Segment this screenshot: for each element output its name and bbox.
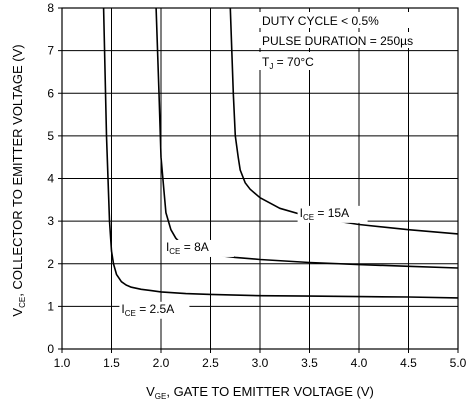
- condition-bg: [259, 32, 419, 48]
- x-tick-label: 5.0: [450, 356, 467, 370]
- x-tick-label: 4.0: [351, 356, 368, 370]
- x-tick-label: 3.5: [301, 356, 318, 370]
- series-line-2: [229, 7, 459, 235]
- x-axis-title: VGE, GATE TO EMITTER VOLTAGE (V): [146, 384, 374, 401]
- series-line-0: [102, 7, 459, 299]
- y-tick-label: 4: [47, 172, 54, 186]
- y-tick-label: 3: [47, 214, 54, 228]
- series-label-bg: [297, 205, 368, 223]
- x-tick-label: 3.0: [252, 356, 269, 370]
- condition-pulse-duration: PULSE DURATION = 250µs: [262, 34, 413, 48]
- x-tick-label: 1.0: [54, 356, 71, 370]
- y-tick-label: 6: [47, 86, 54, 100]
- condition-temperature: TJ = 70°C: [262, 55, 314, 71]
- series-label-0: ICE = 2.5A: [121, 302, 174, 318]
- series-label-2: ICE = 15A: [300, 206, 350, 222]
- y-tick-label: 7: [47, 44, 54, 58]
- x-tick-label: 1.5: [103, 356, 120, 370]
- y-tick-label: 2: [47, 257, 54, 271]
- x-tick-label: 2.0: [153, 356, 170, 370]
- series-label-bg: [119, 301, 190, 319]
- x-tick-label: 2.5: [202, 356, 219, 370]
- series-label-bg: [163, 239, 234, 257]
- y-tick-label: 1: [47, 299, 54, 313]
- condition-duty-cycle: DUTY CYCLE < 0.5%: [262, 14, 379, 28]
- y-tick-label: 0: [47, 342, 54, 356]
- condition-bg: [259, 12, 419, 28]
- y-axis-title: VCE, COLLECTOR TO EMITTER VOLTAGE (V): [10, 44, 27, 316]
- condition-bg: [259, 52, 339, 70]
- y-tick-label: 8: [47, 1, 54, 15]
- series-label-1: ICE = 8A: [166, 240, 209, 256]
- y-tick-label: 5: [47, 129, 54, 143]
- x-tick-label: 4.5: [400, 356, 417, 370]
